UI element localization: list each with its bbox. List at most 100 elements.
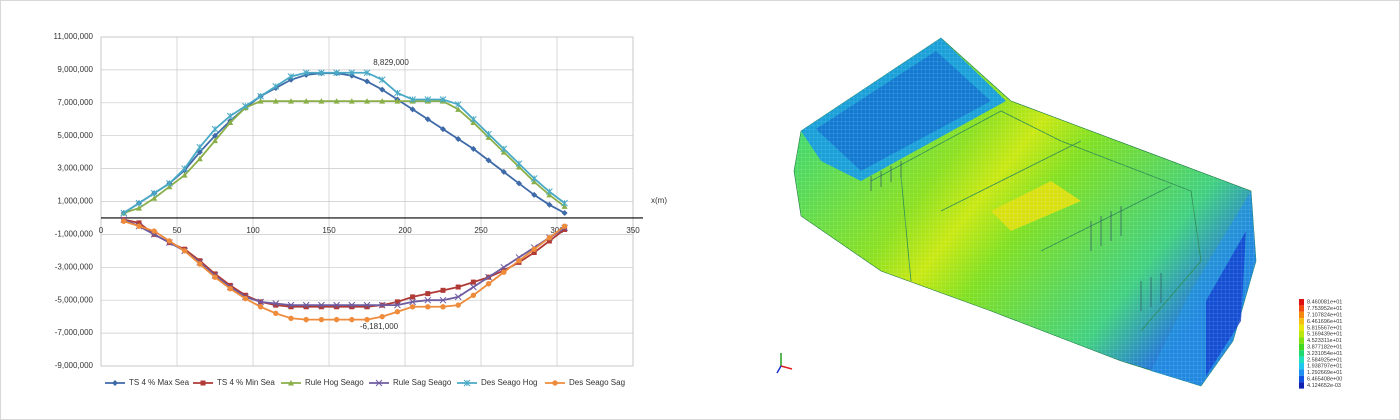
data-point — [333, 301, 340, 309]
legend-label: 1.938797e+01 — [1307, 364, 1342, 370]
data-point — [470, 279, 476, 285]
data-point — [379, 86, 386, 93]
data-point — [379, 313, 385, 320]
data-point — [288, 315, 294, 321]
legend-label: Rule Hog Seago — [305, 378, 364, 387]
data-point — [166, 238, 173, 244]
data-point — [440, 287, 446, 293]
data-point — [394, 98, 401, 104]
series-line — [123, 218, 566, 307]
data-point — [546, 191, 553, 198]
data-point — [485, 134, 492, 140]
legend-swatch — [1299, 331, 1304, 338]
data-point — [212, 132, 218, 139]
series-line — [123, 100, 566, 214]
data-point — [196, 155, 203, 162]
data-point — [516, 258, 522, 264]
data-point — [409, 106, 416, 113]
data-point — [227, 119, 234, 126]
data-point — [197, 261, 203, 267]
data-point — [181, 248, 188, 254]
series-line — [123, 218, 566, 308]
data-point — [333, 69, 340, 77]
data-point — [181, 165, 188, 172]
y-tick-label: -7,000,000 — [55, 328, 94, 337]
data-point — [166, 183, 173, 190]
data-point — [516, 163, 522, 170]
data-point — [561, 203, 568, 209]
data-point — [257, 92, 264, 100]
legend-swatch — [1299, 375, 1304, 383]
data-point — [181, 172, 188, 178]
data-point — [242, 295, 249, 302]
data-point — [364, 98, 370, 104]
data-point — [303, 304, 309, 310]
data-point — [349, 304, 355, 310]
data-point — [562, 226, 568, 232]
legend-swatch — [1299, 299, 1304, 306]
y-tick-label: 5,000,000 — [57, 131, 93, 140]
data-point — [425, 291, 431, 297]
data-point — [455, 302, 461, 308]
legend-label: 8.460081e+01 — [1307, 300, 1342, 306]
data-point — [242, 292, 248, 298]
data-point — [500, 145, 508, 153]
axis-triad — [776, 353, 793, 374]
data-point — [394, 309, 401, 315]
series-line — [123, 71, 566, 214]
data-point — [227, 285, 233, 292]
data-point — [439, 96, 447, 103]
data-point — [151, 195, 158, 201]
data-point — [439, 296, 447, 304]
series — [121, 218, 568, 323]
data-point — [136, 220, 142, 226]
data-point — [470, 283, 477, 291]
data-point — [530, 175, 538, 182]
data-point — [348, 301, 356, 309]
data-point — [242, 102, 249, 110]
x-tick-label: 0 — [99, 226, 104, 235]
y-tick-label: 3,000,000 — [57, 164, 93, 173]
data-point — [561, 210, 568, 217]
legend-label: 2.584925e+01 — [1307, 357, 1342, 363]
x-axis-label: x(m) — [651, 196, 667, 205]
legend-marker — [375, 379, 383, 387]
data-point — [531, 249, 537, 255]
legend-label: 4.523311e+01 — [1307, 338, 1342, 344]
data-point — [546, 234, 553, 241]
data-point — [226, 112, 234, 120]
data-point — [440, 126, 446, 133]
legend-swatch — [1299, 324, 1304, 331]
data-point — [455, 135, 462, 142]
data-point — [364, 316, 370, 323]
legend-swatch — [1299, 343, 1304, 351]
legend-label: 3.877182e+01 — [1307, 344, 1342, 350]
legend-label: Rule Sag Seago — [393, 378, 452, 387]
legend-swatch — [1299, 337, 1304, 344]
x-tick-label: 250 — [474, 226, 488, 235]
data-point — [212, 274, 218, 280]
legend-marker — [288, 380, 294, 386]
data-point — [349, 316, 355, 323]
data-point — [135, 199, 143, 207]
data-point — [546, 188, 553, 195]
data-point — [318, 69, 325, 77]
legend-swatch — [1299, 356, 1304, 363]
data-point — [302, 301, 310, 309]
legend-label: Des Seago Sag — [569, 378, 625, 387]
x-tick-label: 200 — [398, 226, 412, 235]
legend-label: 4.124652e-03 — [1307, 383, 1341, 389]
data-point — [516, 180, 522, 187]
data-point — [470, 115, 477, 123]
data-point — [273, 310, 279, 317]
legend-swatch — [1299, 363, 1304, 370]
data-point — [136, 205, 142, 211]
y-tick-label: -1,000,000 — [55, 230, 94, 239]
y-tick-label: 1,000,000 — [57, 197, 93, 206]
data-point — [348, 98, 355, 104]
legend-label: TS 4 % Max Sea — [129, 378, 190, 387]
y-tick-label: 7,000,000 — [57, 98, 93, 107]
y-tick-label: -5,000,000 — [55, 295, 94, 304]
legend-marker — [463, 379, 471, 387]
